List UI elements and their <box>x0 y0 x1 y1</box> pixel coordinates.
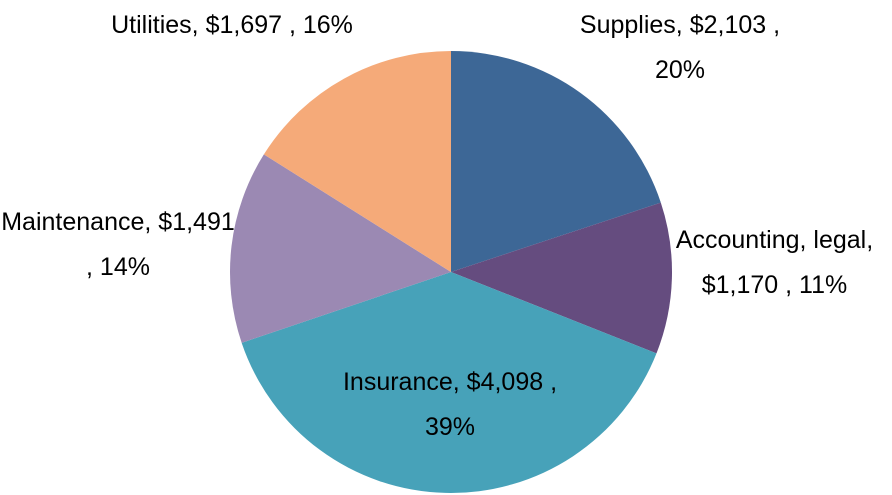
slice-label: Supplies, $2,103 , 20% <box>560 3 800 93</box>
value-label: $4,098 , 39% <box>424 368 558 441</box>
category-label: Insurance, <box>342 368 460 396</box>
value-label: $2,103 , 20% <box>654 11 781 84</box>
category-label: Maintenance, <box>1 208 152 236</box>
slice-label: Maintenance, $1,491 , 14% <box>0 200 236 290</box>
pie-slice <box>229 154 451 343</box>
pie-slice <box>451 51 661 272</box>
pie-slice <box>263 51 451 272</box>
category-label: Utilities, <box>111 11 199 39</box>
category-label: Accounting, legal, <box>675 226 874 254</box>
pie-slice <box>241 272 657 494</box>
category-label: Supplies, <box>579 11 683 39</box>
slice-label: Utilities, $1,697 , 16% <box>110 3 354 48</box>
value-label: $1,170 , 11% <box>701 271 848 299</box>
slice-label: Insurance, $4,098 , 39% <box>325 360 575 450</box>
pie-slice <box>451 202 672 354</box>
value-label: $1,491 , 14% <box>86 208 235 281</box>
slice-label: Accounting, legal, $1,170 , 11% <box>672 218 877 308</box>
value-label: $1,697 , 16% <box>205 11 353 39</box>
